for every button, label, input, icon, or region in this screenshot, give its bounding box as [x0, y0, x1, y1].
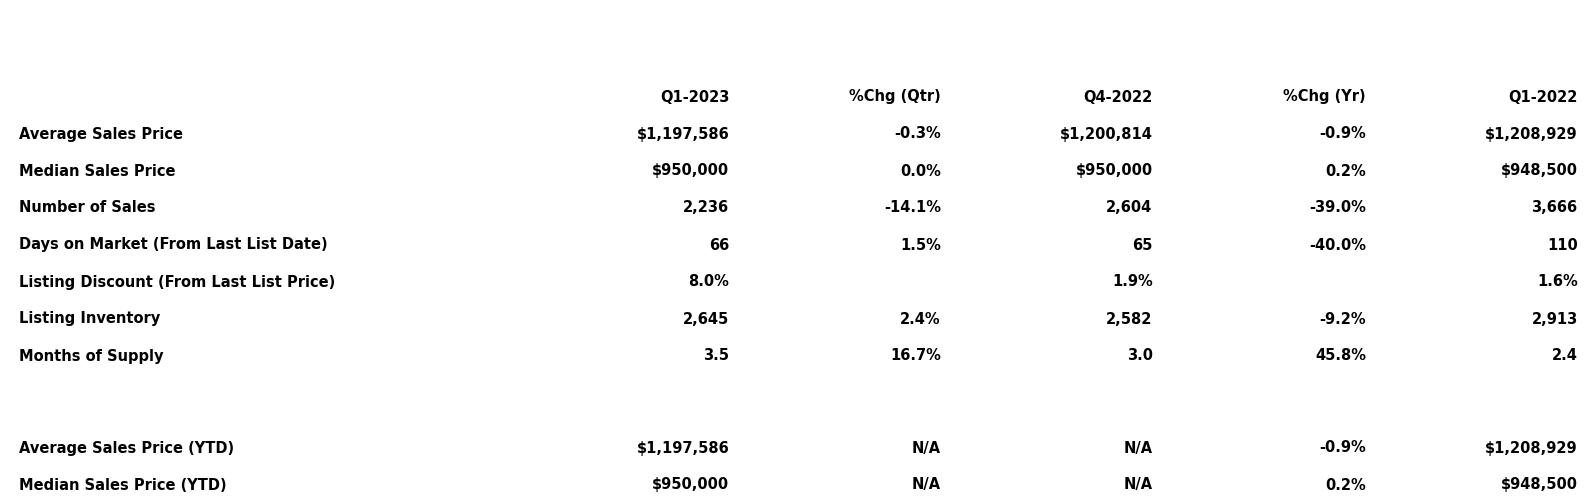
Text: 2,913: 2,913	[1532, 312, 1578, 326]
Text: Median Sales Price (YTD): Median Sales Price (YTD)	[19, 478, 226, 492]
Text: $1,200,814: $1,200,814	[1060, 126, 1153, 142]
Text: Q4-2022: Q4-2022	[1084, 90, 1153, 104]
Text: 2,604: 2,604	[1106, 200, 1153, 216]
Text: 0.2%: 0.2%	[1325, 164, 1366, 178]
Text: BROOKLYN MARKET  [all co-op, condo and 1-3 family sales]: BROOKLYN MARKET [all co-op, condo and 1-…	[16, 20, 595, 38]
Text: 66: 66	[708, 238, 729, 252]
Text: N/A: N/A	[1124, 478, 1153, 492]
Text: Q1-2022: Q1-2022	[1508, 90, 1578, 104]
Text: Number of Sales: Number of Sales	[19, 200, 156, 216]
Text: $950,000: $950,000	[1076, 164, 1153, 178]
Text: Q1-2023: Q1-2023	[659, 90, 729, 104]
Text: 0.0%: 0.0%	[899, 164, 941, 178]
Text: N/A: N/A	[912, 440, 941, 456]
Text: -14.1%: -14.1%	[884, 200, 941, 216]
Text: 65: 65	[1132, 238, 1153, 252]
Text: $1,208,929: $1,208,929	[1485, 440, 1578, 456]
Text: N/A: N/A	[1124, 440, 1153, 456]
Text: Average Sales Price (YTD): Average Sales Price (YTD)	[19, 440, 234, 456]
Text: 110: 110	[1547, 238, 1578, 252]
Text: Listing Discount (From Last List Price): Listing Discount (From Last List Price)	[19, 274, 336, 289]
Text: $1,208,929: $1,208,929	[1485, 126, 1578, 142]
Text: 16.7%: 16.7%	[890, 348, 941, 364]
Text: %Chg (Qtr): %Chg (Qtr)	[849, 90, 941, 104]
Text: $1,197,586: $1,197,586	[637, 440, 729, 456]
Text: Days on Market (From Last List Date): Days on Market (From Last List Date)	[19, 238, 328, 252]
Text: 1.9%: 1.9%	[1111, 274, 1153, 289]
Text: $950,000: $950,000	[653, 164, 729, 178]
Text: 0.2%: 0.2%	[1325, 478, 1366, 492]
Text: 45.8%: 45.8%	[1315, 348, 1366, 364]
Text: Listing Inventory: Listing Inventory	[19, 312, 161, 326]
Text: -39.0%: -39.0%	[1309, 200, 1366, 216]
Text: -0.9%: -0.9%	[1320, 126, 1366, 142]
Text: $948,500: $948,500	[1501, 478, 1578, 492]
Text: 1.6%: 1.6%	[1536, 274, 1578, 289]
Text: Months of Supply: Months of Supply	[19, 348, 164, 364]
Text: 2,645: 2,645	[683, 312, 729, 326]
Text: 1.5%: 1.5%	[899, 238, 941, 252]
Text: 2.4: 2.4	[1552, 348, 1578, 364]
Text: 2,582: 2,582	[1106, 312, 1153, 326]
Text: Average Sales Price: Average Sales Price	[19, 126, 183, 142]
Text: 3.5: 3.5	[704, 348, 729, 364]
Text: $950,000: $950,000	[653, 478, 729, 492]
Text: N/A: N/A	[912, 478, 941, 492]
Text: $1,197,586: $1,197,586	[637, 126, 729, 142]
Text: 3,666: 3,666	[1532, 200, 1578, 216]
Text: 3.0: 3.0	[1127, 348, 1153, 364]
Text: $948,500: $948,500	[1501, 164, 1578, 178]
Text: 2,236: 2,236	[683, 200, 729, 216]
Text: -40.0%: -40.0%	[1309, 238, 1366, 252]
Text: -0.9%: -0.9%	[1320, 440, 1366, 456]
Text: -0.3%: -0.3%	[895, 126, 941, 142]
Text: %Chg (Yr): %Chg (Yr)	[1283, 90, 1366, 104]
Text: 8.0%: 8.0%	[688, 274, 729, 289]
Text: 2.4%: 2.4%	[899, 312, 941, 326]
Text: -9.2%: -9.2%	[1320, 312, 1366, 326]
Text: Median Sales Price: Median Sales Price	[19, 164, 175, 178]
